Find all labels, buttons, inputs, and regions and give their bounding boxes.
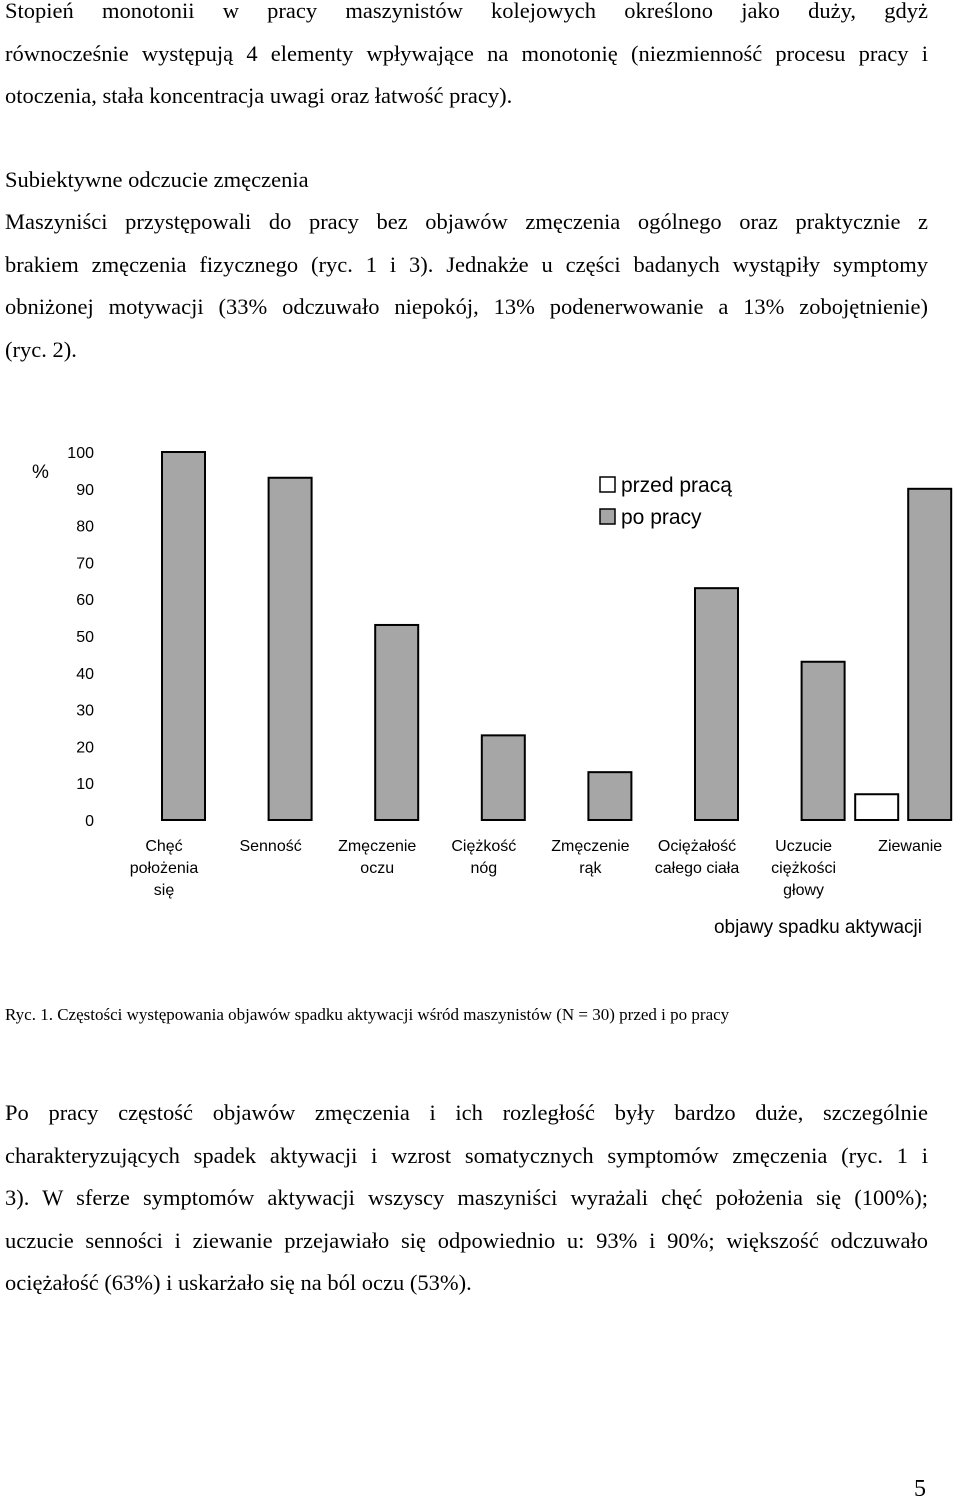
legend-swatch: [599, 476, 616, 493]
bar-after-5: [694, 587, 739, 821]
text-line: Stopień monotonii w pracy maszynistów ko…: [5, 0, 928, 23]
text-line: charakteryzujących spadek aktywacji i wz…: [5, 1142, 928, 1168]
bar-after-7: [907, 487, 953, 821]
section-heading: Subiektywne odczucie zmęczenia: [5, 159, 928, 202]
bar-before-7: [854, 793, 900, 821]
bar-after-0: [161, 451, 206, 821]
page-number: 5: [914, 1476, 926, 1502]
y-tick-label: 0: [85, 813, 94, 830]
text-line: Maszyniści przystępowali do pracy bez ob…: [5, 209, 928, 234]
y-tick-label: 100: [67, 445, 94, 462]
bar-after-4: [587, 771, 633, 821]
text-line: równocześnie występują 4 elementy wpływa…: [5, 40, 928, 66]
y-tick-label: 70: [76, 555, 94, 572]
text-line: (ryc. 2).: [5, 336, 77, 362]
bar-after-1: [267, 476, 313, 821]
x-category-label: Ciężkość nóg: [451, 838, 516, 877]
legend-label: po pracy: [621, 506, 702, 529]
bar-after-2: [374, 623, 420, 822]
y-tick-label: 80: [76, 519, 94, 536]
legend-swatch: [599, 508, 616, 525]
y-tick-label: 60: [76, 592, 94, 609]
y-tick-label: 40: [76, 666, 94, 683]
section-heading-text: Subiektywne odczucie zmęczenia: [5, 167, 309, 192]
paragraph-results: Po pracy częstość objawów zmęczenia i ic…: [5, 1092, 928, 1305]
y-tick-label: 20: [76, 739, 94, 756]
y-tick-label: 50: [76, 629, 94, 646]
figure-caption: Ryc. 1. Częstości występowania objawów s…: [5, 1005, 730, 1024]
y-tick-label: 30: [76, 703, 94, 720]
x-axis-label: objawy spadku aktywacji: [714, 917, 922, 938]
x-category-label: Zmęczenie rąk: [551, 838, 629, 877]
legend-label: przed pracą: [621, 474, 732, 497]
y-tick-label: 90: [76, 482, 94, 499]
x-category-label: Uczucie ciężkości głowy: [771, 838, 836, 899]
x-category-label: Ociężałość całego ciała: [655, 838, 740, 877]
x-category-label: Zmęczenie oczu: [338, 838, 416, 877]
text-line: ociężałość (63%) i uskarżało się na ból …: [5, 1270, 472, 1295]
text-line: brakiem zmęczenia fizycznego (ryc. 1 i 3…: [5, 251, 928, 277]
y-axis-label: %: [32, 462, 49, 483]
text-line: otoczenia, stała koncentracja uwagi oraz…: [5, 83, 513, 108]
text-line: 3). W sferze symptomów aktywacji wszyscy…: [5, 1185, 928, 1210]
x-category-label: Senność: [239, 838, 301, 855]
text-line: Po pracy częstość objawów zmęczenia i ic…: [5, 1100, 928, 1125]
bar-after-6: [800, 660, 846, 822]
paragraph-intro: Stopień monotonii w pracy maszynistów ko…: [5, 0, 928, 118]
paragraph-fatigue: Maszyniści przystępowali do pracy bez ob…: [5, 201, 928, 371]
bar-after-3: [480, 734, 526, 821]
text-line: obniżonej motywacji (33% odczuwało niepo…: [5, 294, 928, 319]
text-line: uczucie senności i ziewanie przejawiało …: [5, 1227, 928, 1253]
x-category-label: Chęć położenia się: [130, 838, 199, 899]
y-tick-label: 10: [76, 776, 94, 793]
x-category-label: Ziewanie: [878, 838, 942, 855]
